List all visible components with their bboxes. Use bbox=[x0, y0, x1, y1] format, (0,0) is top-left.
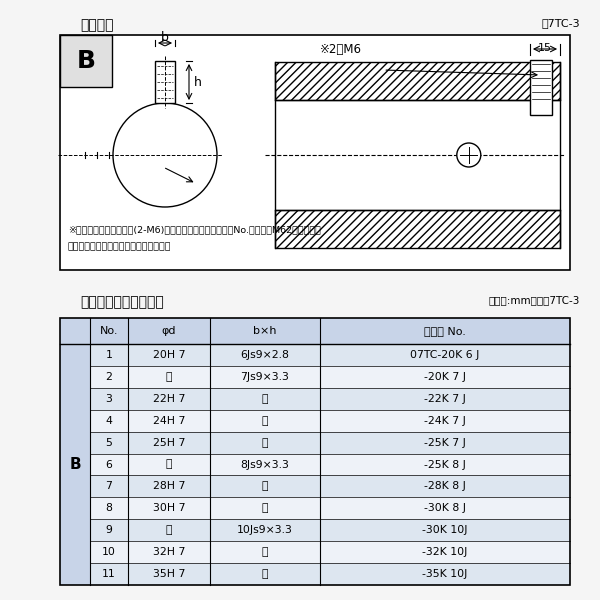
Text: 〃: 〃 bbox=[262, 416, 268, 425]
Bar bbox=[530, 60, 552, 115]
Text: -28K 8 J: -28K 8 J bbox=[424, 481, 466, 491]
Text: 6Js9×2.8: 6Js9×2.8 bbox=[241, 350, 289, 360]
Bar bbox=[275, 62, 560, 100]
Text: 〃: 〃 bbox=[166, 525, 172, 535]
Text: 〃: 〃 bbox=[262, 437, 268, 448]
Text: 7: 7 bbox=[106, 481, 112, 491]
Text: B: B bbox=[77, 49, 95, 73]
Text: 〃: 〃 bbox=[262, 503, 268, 514]
Text: -35K 10J: -35K 10J bbox=[422, 569, 467, 579]
Text: 〃: 〃 bbox=[262, 569, 268, 579]
Text: b: b bbox=[161, 31, 169, 44]
Text: 35H 7: 35H 7 bbox=[153, 569, 185, 579]
Bar bbox=[90, 519, 570, 541]
Text: 32H 7: 32H 7 bbox=[153, 547, 185, 557]
Bar bbox=[90, 388, 570, 410]
Text: 28H 7: 28H 7 bbox=[153, 481, 185, 491]
Text: -25K 8 J: -25K 8 J bbox=[424, 460, 466, 469]
Bar bbox=[90, 344, 570, 366]
Text: 8Js9×3.3: 8Js9×3.3 bbox=[241, 460, 289, 469]
Text: 15: 15 bbox=[538, 43, 552, 53]
Bar bbox=[60, 35, 570, 270]
Text: 5: 5 bbox=[106, 437, 112, 448]
Text: 30H 7: 30H 7 bbox=[153, 503, 185, 514]
Text: 6: 6 bbox=[106, 460, 112, 469]
Text: ※セットボルト用タップ(2-M6)が必要な場合は右記コードNo.の末尾にM62を付ける。: ※セットボルト用タップ(2-M6)が必要な場合は右記コードNo.の末尾にM62を… bbox=[68, 225, 321, 234]
Bar bbox=[60, 318, 90, 585]
Text: 7Js9×3.3: 7Js9×3.3 bbox=[241, 372, 289, 382]
Text: コード No.: コード No. bbox=[424, 326, 466, 336]
Text: 図7TC-3: 図7TC-3 bbox=[541, 18, 580, 28]
Text: 10: 10 bbox=[102, 547, 116, 557]
Text: 20H 7: 20H 7 bbox=[153, 350, 185, 360]
Bar bbox=[60, 318, 570, 344]
Text: -30K 10J: -30K 10J bbox=[422, 525, 468, 535]
Bar bbox=[90, 431, 570, 454]
Text: 22H 7: 22H 7 bbox=[153, 394, 185, 404]
Bar bbox=[275, 100, 560, 210]
Text: 〃: 〃 bbox=[262, 481, 268, 491]
Bar bbox=[60, 35, 112, 87]
Text: -22K 7 J: -22K 7 J bbox=[424, 394, 466, 404]
Text: h: h bbox=[194, 76, 202, 88]
Circle shape bbox=[113, 103, 217, 207]
Bar bbox=[275, 210, 560, 248]
Bar bbox=[155, 61, 175, 103]
Text: 11: 11 bbox=[102, 569, 116, 579]
Bar bbox=[90, 410, 570, 431]
Text: 3: 3 bbox=[106, 394, 112, 404]
Text: 軸穴形状: 軸穴形状 bbox=[80, 18, 113, 32]
Text: ※2－M6: ※2－M6 bbox=[320, 43, 362, 56]
Bar bbox=[90, 454, 570, 475]
Text: -20K 7 J: -20K 7 J bbox=[424, 372, 466, 382]
Text: 軸穴形状コード一覧表: 軸穴形状コード一覧表 bbox=[80, 295, 164, 309]
Text: （単位:mm）　表7TC-3: （単位:mm） 表7TC-3 bbox=[488, 295, 580, 305]
Text: 〃: 〃 bbox=[262, 394, 268, 404]
Text: -30K 8 J: -30K 8 J bbox=[424, 503, 466, 514]
Text: 07TC-20K 6 J: 07TC-20K 6 J bbox=[410, 350, 479, 360]
Bar bbox=[60, 318, 570, 585]
Text: （セットボルトは付属されています。）: （セットボルトは付属されています。） bbox=[68, 242, 172, 251]
Text: φd: φd bbox=[162, 326, 176, 336]
Text: 9: 9 bbox=[106, 525, 112, 535]
Text: 10Js9×3.3: 10Js9×3.3 bbox=[237, 525, 293, 535]
Text: 8: 8 bbox=[106, 503, 112, 514]
Text: -32K 10J: -32K 10J bbox=[422, 547, 467, 557]
Bar bbox=[90, 563, 570, 585]
Text: B: B bbox=[69, 457, 81, 472]
Circle shape bbox=[457, 143, 481, 167]
Text: 4: 4 bbox=[106, 416, 112, 425]
Bar bbox=[90, 541, 570, 563]
Text: -25K 7 J: -25K 7 J bbox=[424, 437, 466, 448]
Text: No.: No. bbox=[100, 326, 118, 336]
Text: 〃: 〃 bbox=[262, 547, 268, 557]
Text: 2: 2 bbox=[106, 372, 112, 382]
Text: -24K 7 J: -24K 7 J bbox=[424, 416, 466, 425]
Text: φd: φd bbox=[153, 160, 167, 170]
Text: 1: 1 bbox=[106, 350, 112, 360]
Bar bbox=[90, 497, 570, 519]
Text: 25H 7: 25H 7 bbox=[153, 437, 185, 448]
Text: 〃: 〃 bbox=[166, 460, 172, 469]
Text: 24H 7: 24H 7 bbox=[153, 416, 185, 425]
Bar bbox=[90, 366, 570, 388]
Text: b×h: b×h bbox=[253, 326, 277, 336]
Bar bbox=[90, 475, 570, 497]
Text: 〃: 〃 bbox=[166, 372, 172, 382]
